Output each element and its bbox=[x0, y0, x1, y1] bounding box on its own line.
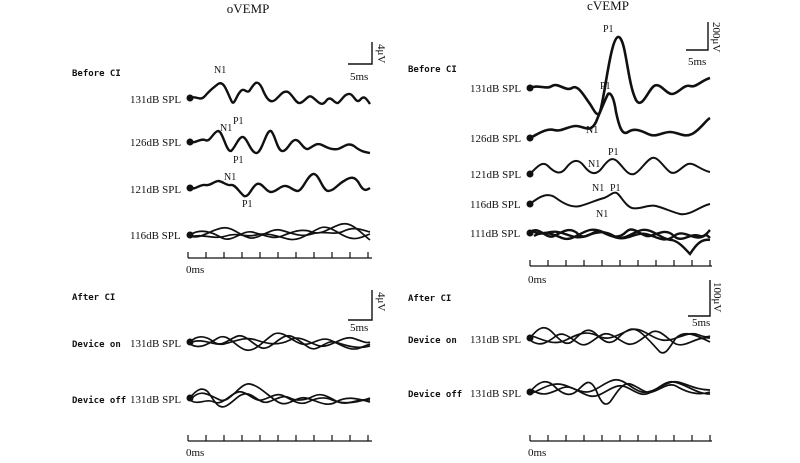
ovemp-trace-116 bbox=[189, 222, 371, 241]
calibration-bar bbox=[688, 280, 711, 317]
calibration-time-label: 5ms bbox=[688, 56, 706, 68]
n1-label: N1 bbox=[592, 183, 604, 194]
time-origin-label: 0ms bbox=[186, 264, 204, 276]
p1-label: P1 bbox=[603, 24, 614, 35]
calibration-amplitude-label: 200μV bbox=[710, 22, 722, 52]
ovemp-time-axis-before bbox=[187, 252, 372, 259]
cvemp-panel: cVEMP Before CI 5ms 200μV 131dB SPL 126d… bbox=[408, 0, 723, 459]
cvemp-trace-111 bbox=[529, 228, 711, 256]
p1-label: P1 bbox=[600, 81, 611, 92]
cvemp-before-ci-label: Before CI bbox=[408, 65, 457, 75]
calibration-amplitude-label: 4μV bbox=[375, 292, 387, 311]
cvemp-trace-121 bbox=[529, 156, 711, 176]
ovemp-row-126: 126dB SPL bbox=[130, 137, 181, 149]
ovemp-row-116: 116dB SPL bbox=[130, 230, 181, 242]
p1-label: P1 bbox=[608, 147, 619, 158]
p1-label: P1 bbox=[233, 155, 244, 166]
after-row-device-off: 131dB SPL bbox=[130, 394, 181, 406]
p1-label: P1 bbox=[242, 199, 253, 210]
calibration-time-label: 5ms bbox=[350, 71, 368, 83]
n1-label: N1 bbox=[586, 125, 598, 136]
calibration-amplitude-label: 100μV bbox=[711, 282, 723, 312]
time-origin-label: 0ms bbox=[528, 274, 546, 286]
p1-label: P1 bbox=[233, 116, 244, 127]
cvemp-after-ci-label: After CI bbox=[408, 294, 451, 304]
cvemp-calibration-before: 5ms 200μV bbox=[686, 22, 722, 68]
after-row-device-on: 131dB SPL bbox=[130, 338, 181, 350]
cvemp-row-121: 121dB SPL bbox=[470, 169, 521, 181]
ovemp-trace-131 bbox=[189, 81, 371, 105]
cvemp-title: cVEMP bbox=[587, 0, 629, 13]
calibration-bar bbox=[348, 42, 373, 65]
ovemp-time-axis-after bbox=[187, 435, 372, 442]
n1-label: N1 bbox=[224, 172, 236, 183]
cvemp-trace-126 bbox=[529, 92, 711, 140]
ovemp-trace-device-on bbox=[189, 332, 371, 351]
cvemp-trace-131 bbox=[529, 35, 711, 116]
cvemp-row-116: 116dB SPL bbox=[470, 199, 521, 211]
ovemp-row-121: 121dB SPL bbox=[130, 184, 181, 196]
n1-label: N1 bbox=[214, 65, 226, 76]
device-off-label: Device off bbox=[408, 389, 462, 400]
p1-label: P1 bbox=[610, 183, 621, 194]
device-on-label: Device on bbox=[72, 339, 121, 350]
calibration-bar bbox=[348, 290, 373, 321]
cvemp-row-126: 126dB SPL bbox=[470, 133, 521, 145]
ovemp-calibration-after: 5ms 4μV bbox=[348, 290, 387, 334]
ovemp-row-131: 131dB SPL bbox=[130, 94, 181, 106]
after-row-device-off: 131dB SPL bbox=[470, 388, 521, 400]
ovemp-title: oVEMP bbox=[227, 1, 270, 16]
ovemp-trace-device-off bbox=[189, 383, 371, 408]
ovemp-before-ci-label: Before CI bbox=[72, 69, 121, 79]
n1-label: N1 bbox=[596, 209, 608, 220]
calibration-time-label: 5ms bbox=[692, 317, 710, 329]
after-row-device-on: 131dB SPL bbox=[470, 334, 521, 346]
cvemp-row-111: 111dB SPL bbox=[470, 228, 521, 240]
n1-label: N1 bbox=[220, 123, 232, 134]
time-origin-label: 0ms bbox=[186, 447, 204, 459]
cvemp-trace-device-on bbox=[529, 326, 711, 354]
cvemp-calibration-after: 5ms 100μV bbox=[688, 280, 723, 329]
device-off-label: Device off bbox=[72, 395, 126, 406]
time-origin-label: 0ms bbox=[528, 447, 546, 459]
calibration-bar bbox=[686, 22, 709, 51]
ovemp-calibration-before: 5ms 4μV bbox=[348, 42, 387, 83]
ovemp-trace-121 bbox=[189, 172, 371, 198]
device-on-label: Device on bbox=[408, 335, 457, 346]
cvemp-time-axis-before bbox=[529, 260, 712, 267]
n1-label: N1 bbox=[588, 159, 600, 170]
cvemp-row-131: 131dB SPL bbox=[470, 83, 521, 95]
ovemp-trace-126 bbox=[189, 129, 371, 155]
cvemp-trace-device-off bbox=[529, 379, 711, 405]
calibration-amplitude-label: 4μV bbox=[375, 44, 387, 63]
cvemp-trace-116 bbox=[529, 191, 711, 216]
ovemp-panel: oVEMP Before CI 5ms 4μV 131dB SPL 126dB … bbox=[72, 1, 387, 459]
ovemp-after-ci-label: After CI bbox=[72, 293, 115, 303]
cvemp-time-axis-after bbox=[529, 435, 712, 442]
calibration-time-label: 5ms bbox=[350, 322, 368, 334]
